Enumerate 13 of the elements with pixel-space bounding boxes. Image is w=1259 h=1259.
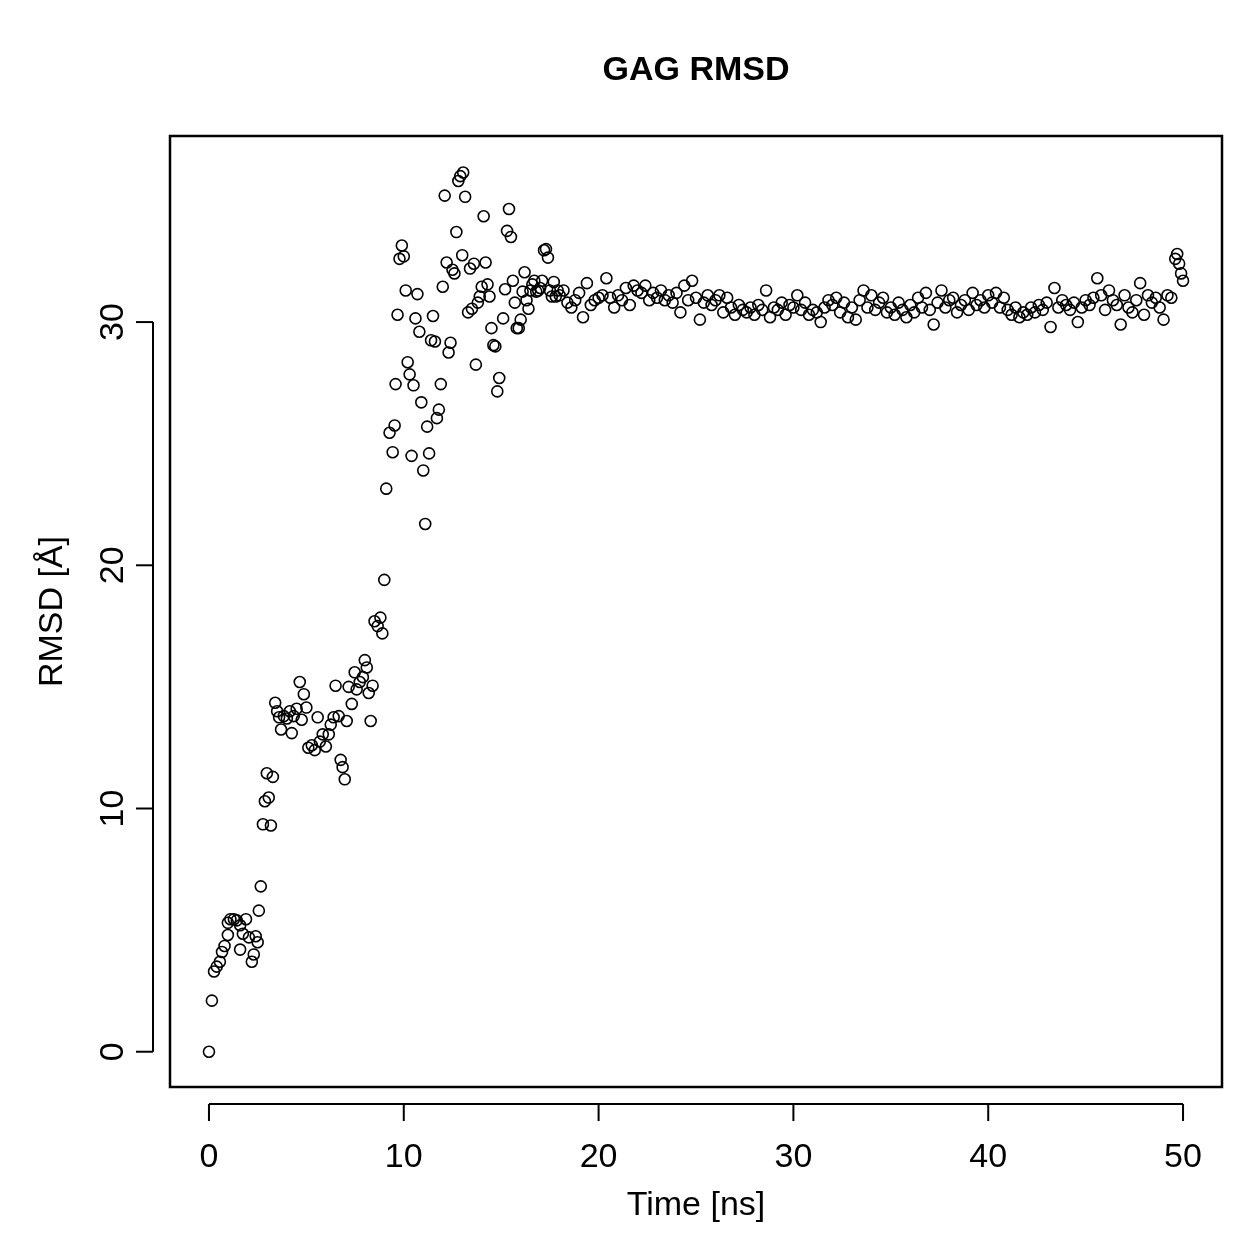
x-tick-label: 0 xyxy=(199,1136,219,1174)
x-tick-label: 40 xyxy=(969,1136,1008,1174)
y-tick-label: 30 xyxy=(92,303,130,341)
x-tick-label: 30 xyxy=(774,1136,813,1174)
y-tick-label: 10 xyxy=(92,789,130,828)
y-tick-label: 0 xyxy=(92,1042,130,1062)
y-tick-label: 20 xyxy=(92,546,130,585)
x-tick-label: 20 xyxy=(579,1136,618,1174)
x-tick-label: 10 xyxy=(384,1136,423,1174)
chart-title: GAG RMSD xyxy=(602,49,790,87)
y-axis-title: RMSD [Å] xyxy=(31,535,69,688)
x-axis-title: Time [ns] xyxy=(626,1184,766,1222)
x-tick-label: 50 xyxy=(1164,1136,1202,1174)
